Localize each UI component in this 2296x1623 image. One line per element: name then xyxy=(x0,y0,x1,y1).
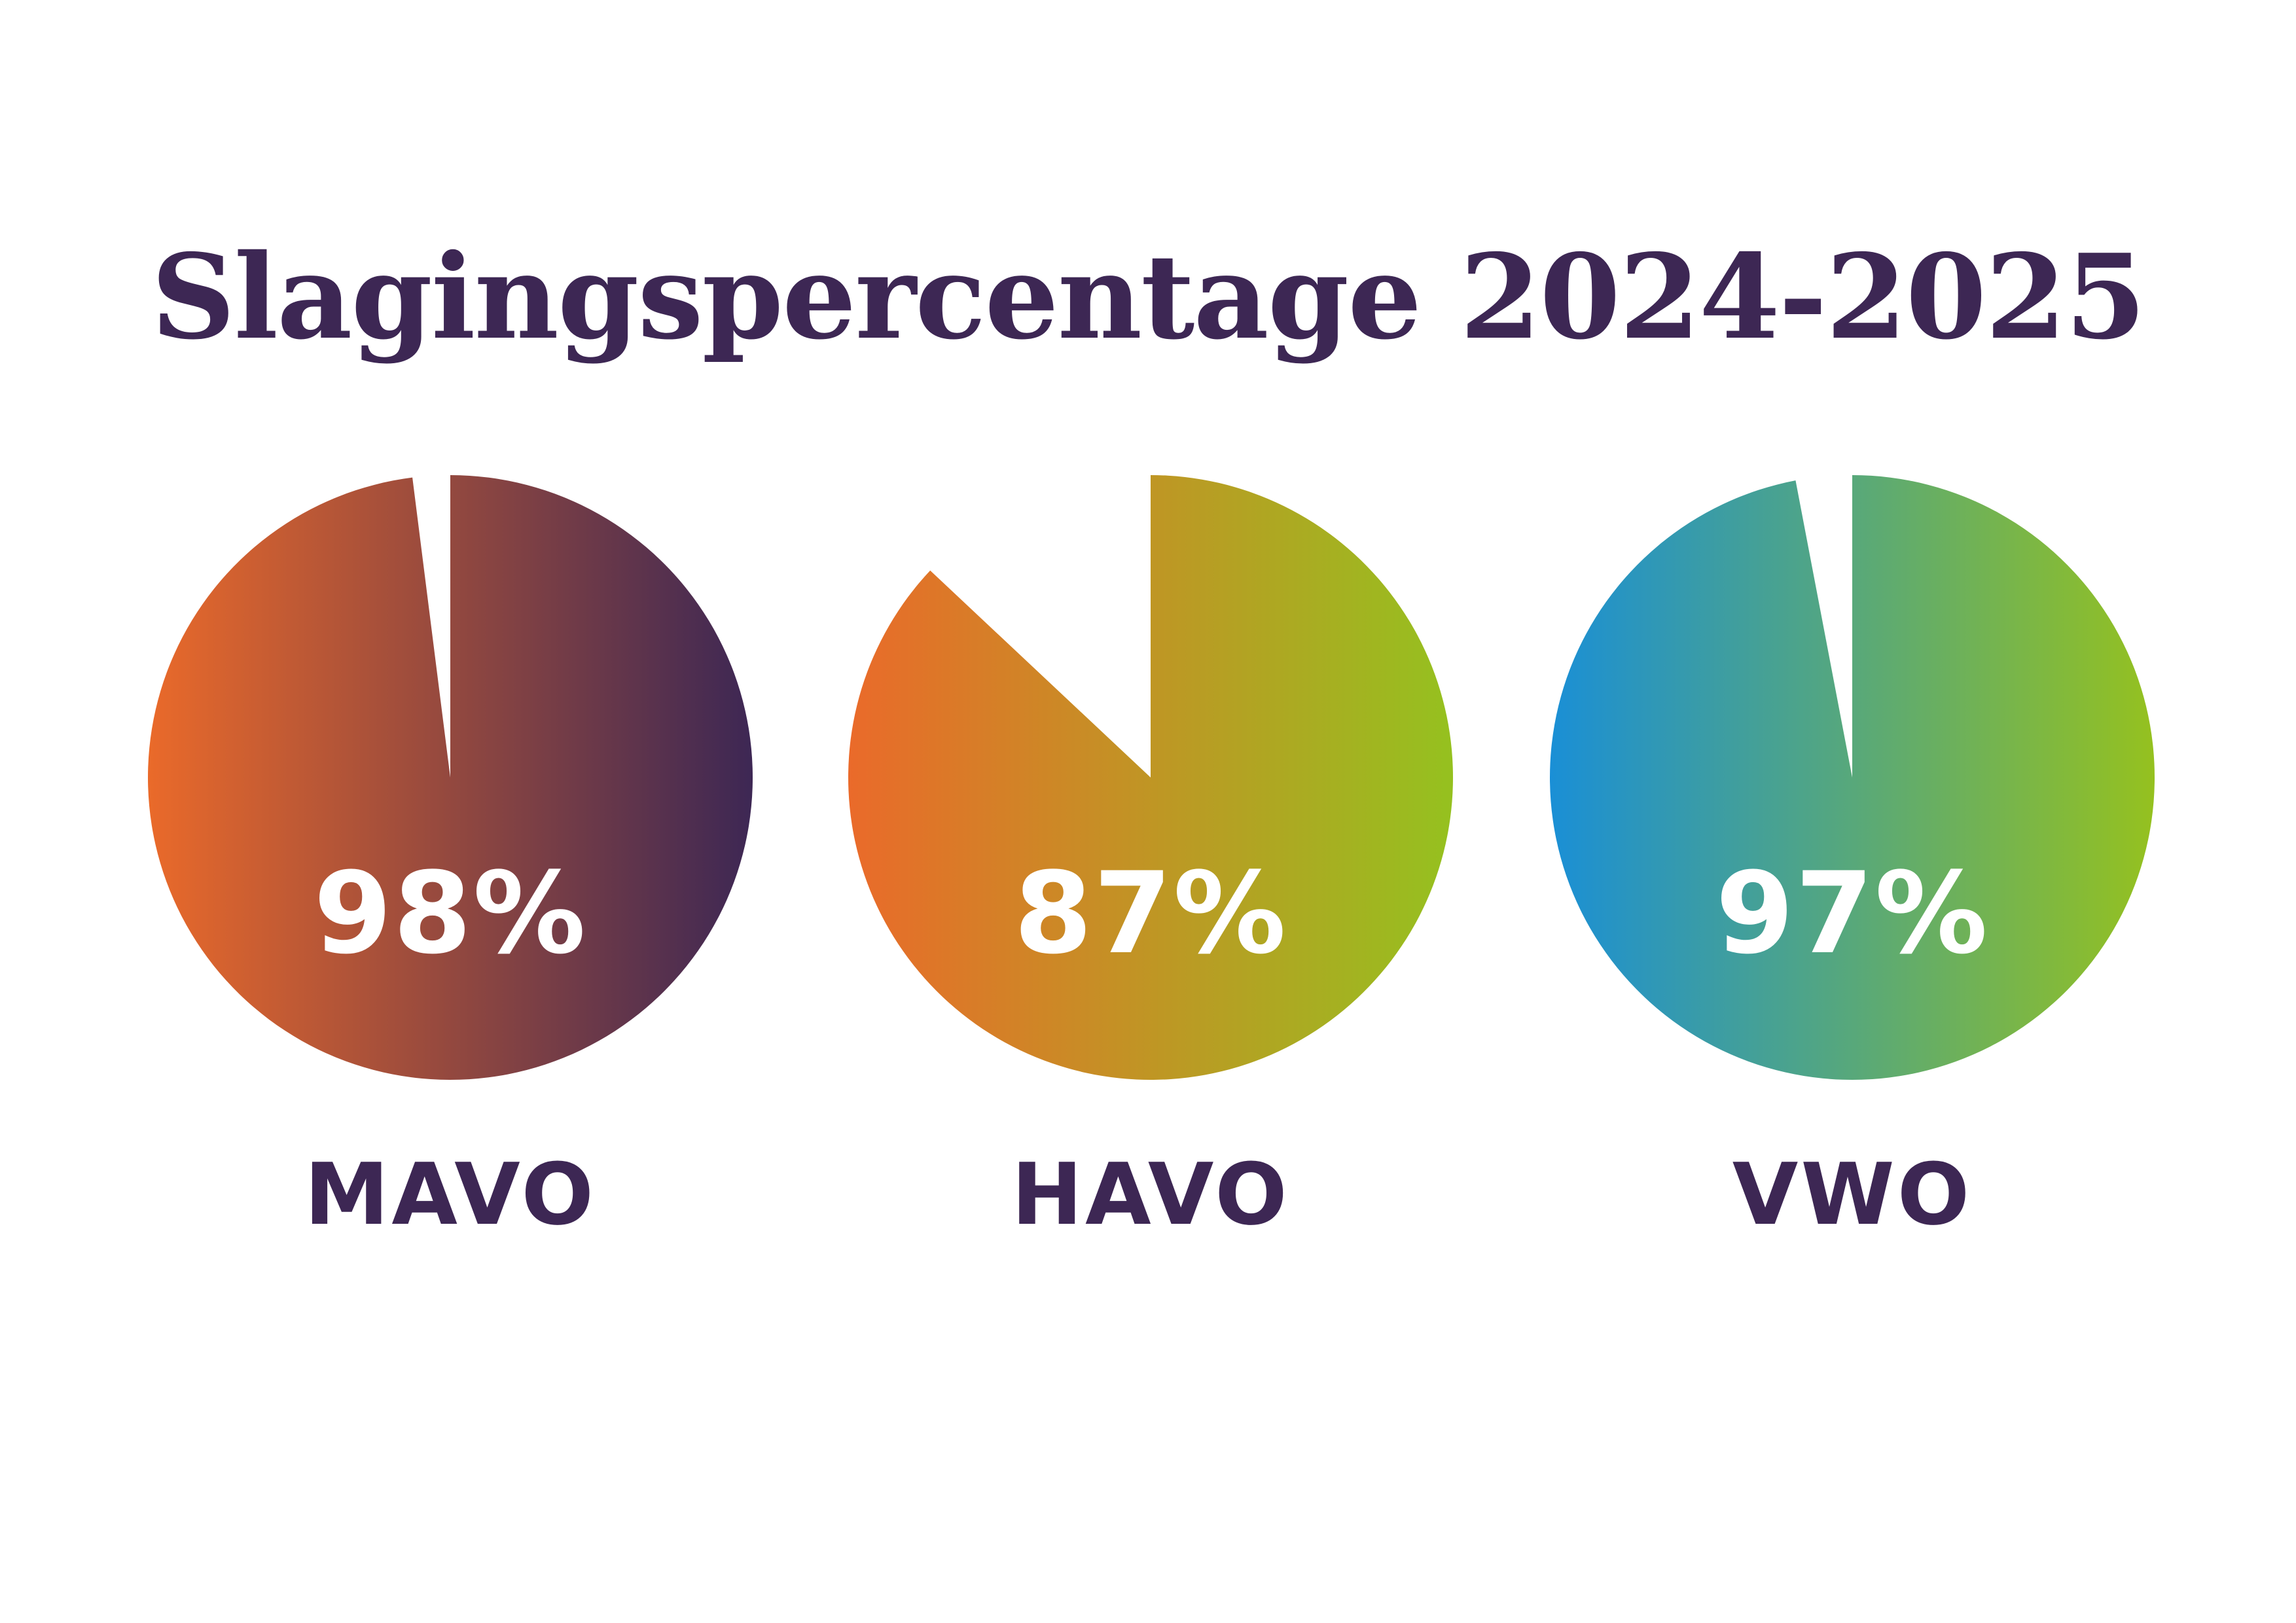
percentage-label-vwo: 97% xyxy=(1715,847,1989,979)
pie-slice-mavo xyxy=(148,475,753,1080)
pie-slice-havo xyxy=(848,475,1453,1080)
category-label-havo: HAVO xyxy=(1011,1145,1289,1244)
percentage-label-havo: 87% xyxy=(1014,847,1287,979)
category-label-vwo: VWO xyxy=(1732,1145,1973,1244)
percentage-label-mavo: 98% xyxy=(314,847,587,979)
category-label-mavo: MAVO xyxy=(304,1145,596,1244)
chart-title: Slagingspercentage 2024-2025 xyxy=(151,228,2146,365)
pie-slice-vwo xyxy=(1550,475,2155,1080)
